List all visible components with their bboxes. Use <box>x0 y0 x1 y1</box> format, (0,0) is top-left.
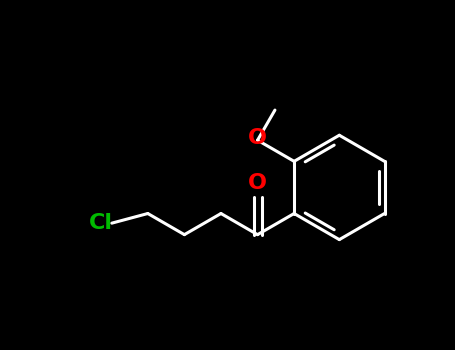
Text: Cl: Cl <box>89 213 113 233</box>
Text: O: O <box>248 174 267 194</box>
Text: O: O <box>248 128 267 148</box>
